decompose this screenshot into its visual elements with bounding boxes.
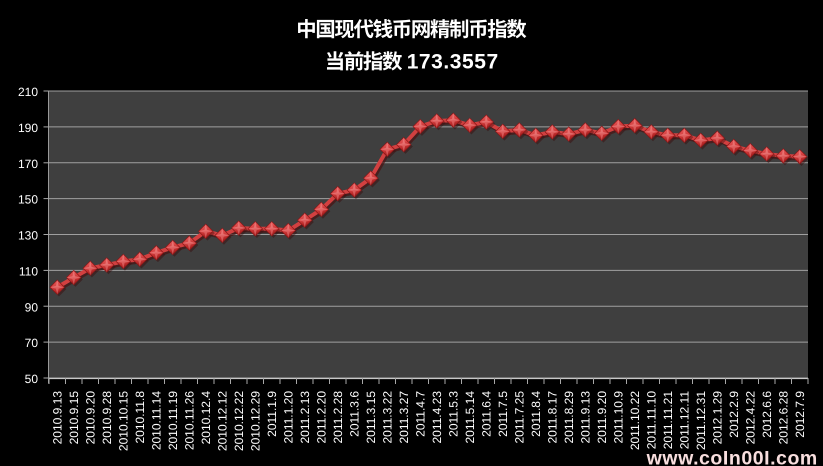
svg-text:2011.12.11: 2011.12.11 (677, 391, 691, 450)
svg-text:2012.2.9: 2012.2.9 (727, 391, 741, 438)
svg-text:2011.3.15: 2011.3.15 (364, 391, 378, 444)
svg-text:2011.3.6: 2011.3.6 (347, 391, 361, 437)
svg-text:2010.12.22: 2010.12.22 (232, 391, 246, 451)
svg-text:2011.2.20: 2011.2.20 (314, 391, 328, 444)
svg-text:130: 130 (18, 229, 38, 243)
svg-text:2010.10.15: 2010.10.15 (116, 391, 130, 451)
svg-text:90: 90 (25, 300, 39, 314)
svg-text:2012.4.22: 2012.4.22 (743, 391, 757, 445)
svg-text:110: 110 (19, 265, 38, 279)
svg-text:2011.2.13: 2011.2.13 (298, 391, 312, 444)
svg-text:2011.2.28: 2011.2.28 (331, 391, 345, 444)
svg-text:2011.1.20: 2011.1.20 (281, 391, 295, 444)
svg-text:2011.9.20: 2011.9.20 (595, 391, 609, 444)
svg-text:2010.9.28: 2010.9.28 (100, 391, 114, 445)
svg-text:www.coIn00I.com: www.coIn00I.com (646, 447, 818, 466)
svg-text:50: 50 (25, 372, 39, 386)
svg-text:2011.7.5: 2011.7.5 (496, 391, 510, 437)
svg-text:2011.8.4: 2011.8.4 (529, 391, 543, 437)
svg-text:2011.4.23: 2011.4.23 (430, 391, 444, 444)
svg-text:2012.6.28: 2012.6.28 (776, 391, 790, 445)
svg-text:2012.7.9: 2012.7.9 (793, 391, 807, 438)
svg-text:2010.11.8: 2010.11.8 (133, 391, 147, 444)
svg-text:190: 190 (18, 121, 38, 135)
svg-text:2012.6.6: 2012.6.6 (760, 391, 774, 438)
svg-text:2010.11.19: 2010.11.19 (166, 391, 180, 450)
svg-text:2011.11.10: 2011.11.10 (644, 391, 658, 450)
svg-text:2011.5.14: 2011.5.14 (463, 391, 477, 444)
svg-text:2011.4.7: 2011.4.7 (413, 391, 427, 437)
svg-text:2011.3.27: 2011.3.27 (397, 391, 411, 444)
svg-text:2011.5.3: 2011.5.3 (446, 391, 460, 437)
svg-text:2010.12.4: 2010.12.4 (199, 391, 213, 445)
svg-text:2011.8.29: 2011.8.29 (562, 391, 576, 444)
svg-text:170: 170 (18, 157, 38, 171)
svg-text:2010.9.20: 2010.9.20 (83, 391, 97, 445)
svg-text:2011.9.13: 2011.9.13 (578, 391, 592, 444)
svg-text:2011.10.9: 2011.10.9 (611, 391, 625, 444)
svg-text:2012.1.29: 2012.1.29 (710, 391, 724, 445)
svg-text:210: 210 (18, 85, 38, 99)
svg-text:150: 150 (18, 193, 38, 207)
svg-text:2011.1.9: 2011.1.9 (265, 391, 279, 437)
svg-text:2010.9.13: 2010.9.13 (50, 391, 64, 445)
svg-text:2010.12.29: 2010.12.29 (248, 391, 262, 451)
svg-text:2011.3.22: 2011.3.22 (380, 391, 394, 444)
svg-text:2010.9.15: 2010.9.15 (67, 391, 81, 445)
svg-text:173.3557: 173.3557 (407, 51, 499, 74)
svg-text:2011.12.31: 2011.12.31 (694, 391, 708, 450)
svg-text:2010.11.26: 2010.11.26 (182, 391, 196, 450)
svg-text:2011.11.21: 2011.11.21 (661, 391, 675, 450)
svg-text:2010.12.12: 2010.12.12 (215, 391, 229, 451)
svg-text:2011.6.4: 2011.6.4 (479, 391, 493, 437)
svg-text:2011.8.17: 2011.8.17 (545, 391, 559, 444)
svg-text:70: 70 (25, 336, 39, 350)
svg-text:2011.10.22: 2011.10.22 (628, 391, 642, 450)
svg-text:2011.7.25: 2011.7.25 (512, 391, 526, 444)
svg-text:2010.11.14: 2010.11.14 (149, 391, 163, 450)
